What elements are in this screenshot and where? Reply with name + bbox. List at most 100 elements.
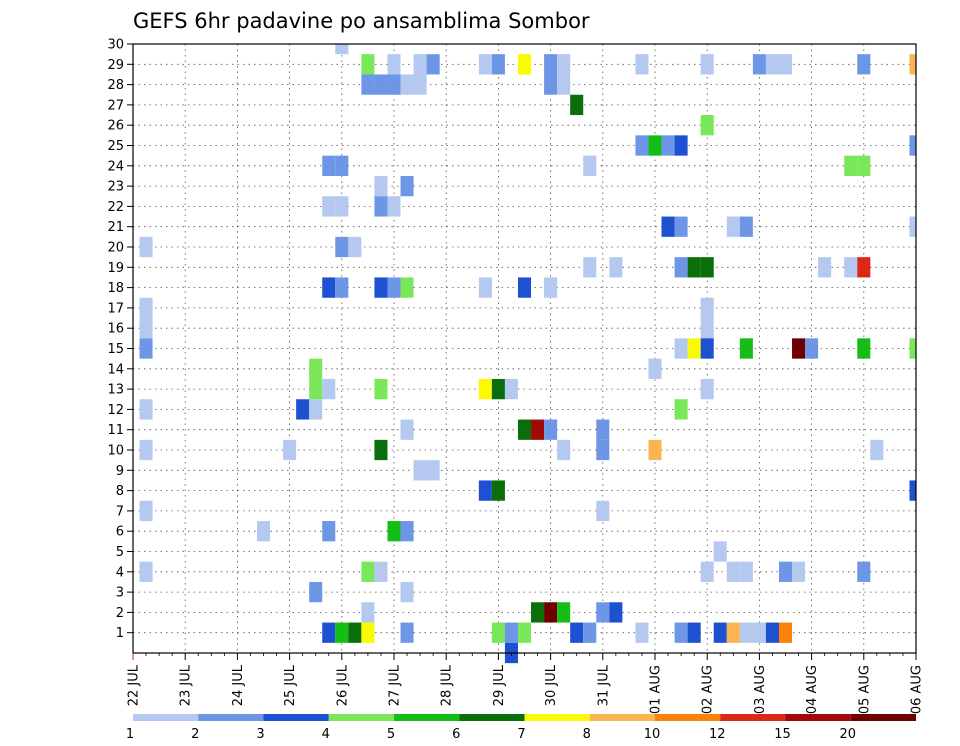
heatmap-cell: [335, 277, 349, 298]
legend-label: 20: [839, 727, 856, 742]
y-tick-label: 23: [107, 180, 124, 195]
y-tick-label: 25: [107, 139, 124, 154]
x-tick-label: 24 JUL: [231, 664, 246, 706]
heatmap-cell: [374, 439, 388, 461]
heatmap-cell: [739, 338, 753, 359]
heatmap-cell: [400, 419, 414, 440]
heatmap-cell: [570, 622, 584, 643]
y-tick-label: 29: [107, 58, 124, 73]
heatmap-cell: [139, 439, 153, 461]
legend-label: 8: [583, 727, 591, 742]
x-tick-label: 26 JUL: [335, 664, 350, 706]
heatmap-cell: [139, 399, 153, 420]
heatmap-cell: [857, 561, 871, 582]
legend-swatch: [524, 714, 590, 721]
heatmap-cell: [374, 378, 388, 400]
legend-label: 10: [644, 727, 661, 742]
heatmap-cell: [596, 439, 610, 461]
y-tick-label: 7: [116, 504, 124, 519]
y-tick-label: 20: [107, 241, 124, 256]
heatmap-cell: [778, 561, 793, 582]
heatmap-cell: [387, 54, 401, 75]
heatmap-cell: [909, 135, 916, 156]
heatmap-cell: [674, 622, 688, 643]
heatmap-cell: [648, 439, 662, 461]
y-tick-label: 24: [107, 159, 124, 174]
heatmap-cell: [296, 399, 310, 420]
heatmap-cells: [139, 44, 916, 664]
heatmap-cell: [583, 622, 597, 643]
heatmap-cell: [335, 236, 349, 258]
heatmap-cell: [713, 622, 727, 643]
heatmap-cell: [909, 480, 916, 501]
heatmap-cell: [322, 521, 336, 542]
heatmap-cell: [139, 318, 153, 339]
y-tick-label: 9: [116, 464, 124, 479]
y-tick-label: 12: [107, 403, 124, 418]
heatmap-cell: [374, 561, 388, 582]
heatmap-cell: [596, 500, 610, 522]
x-tick-label: 01 AUG: [649, 665, 664, 714]
heatmap-cell: [531, 419, 545, 440]
heatmap-cell: [491, 378, 505, 400]
heatmap-cell: [400, 74, 414, 95]
heatmap-cell: [818, 257, 832, 278]
heatmap-cell: [700, 257, 714, 278]
heatmap-cell: [635, 135, 649, 156]
heatmap-cell: [648, 358, 662, 379]
heatmap-cell: [478, 54, 492, 75]
heatmap-cell: [544, 602, 558, 623]
y-tick-label: 14: [107, 362, 124, 377]
heatmap-cell: [596, 602, 610, 623]
y-tick-label: 17: [107, 301, 124, 316]
y-tick-label: 8: [116, 484, 124, 499]
heatmap-cell: [700, 561, 714, 582]
heatmap-cell: [570, 94, 584, 116]
heatmap-cell: [387, 196, 401, 217]
heatmap-cell: [557, 439, 571, 461]
heatmap-cell: [322, 622, 336, 643]
legend-label: 4: [322, 727, 330, 742]
y-tick-label: 21: [107, 220, 124, 235]
heatmap-cell: [609, 257, 623, 278]
heatmap-cell: [504, 622, 518, 643]
heatmap-cell: [426, 460, 440, 481]
heatmap-cell: [778, 54, 793, 75]
y-axis: 1234567891011121314151617181920212223242…: [107, 38, 133, 641]
heatmap-cell: [387, 521, 401, 542]
heatmap-cell: [309, 378, 323, 400]
heatmap-cell: [283, 439, 297, 461]
heatmap-cell: [517, 419, 532, 440]
heatmap-cell: [309, 581, 323, 603]
heatmap-cell: [583, 155, 597, 176]
x-tick-label: 05 AUG: [857, 665, 872, 714]
y-tick-label: 28: [107, 78, 124, 93]
heatmap-cell: [517, 622, 532, 643]
heatmap-cell: [557, 74, 571, 95]
heatmap-cell: [531, 602, 545, 623]
chart-title: GEFS 6hr padavine po ansamblima Sombor: [133, 9, 590, 33]
y-tick-label: 1: [116, 626, 124, 641]
x-tick-label: 04 AUG: [805, 665, 820, 714]
heatmap-cell: [739, 216, 753, 237]
heatmap-cell: [413, 74, 427, 95]
heatmap-cell: [322, 155, 336, 176]
x-tick-label: 31 JUL: [596, 664, 611, 706]
x-tick-label: 29 JUL: [492, 664, 507, 706]
heatmap-cell: [792, 561, 806, 582]
y-tick-label: 15: [107, 342, 124, 357]
heatmap-cell: [844, 257, 858, 278]
heatmap-cell: [674, 257, 688, 278]
heatmap-cell: [700, 115, 714, 136]
heatmap-cell: [517, 277, 532, 298]
y-tick-label: 26: [107, 119, 124, 134]
y-tick-label: 18: [107, 281, 124, 296]
heatmap-cell: [609, 602, 623, 623]
heatmap-cell: [544, 419, 558, 440]
x-tick-label: 28 JUL: [440, 664, 455, 706]
heatmap-cell: [857, 54, 871, 75]
legend-swatch: [394, 714, 460, 721]
heatmap-cell: [361, 54, 375, 75]
x-tick-label: 30 JUL: [544, 664, 559, 706]
